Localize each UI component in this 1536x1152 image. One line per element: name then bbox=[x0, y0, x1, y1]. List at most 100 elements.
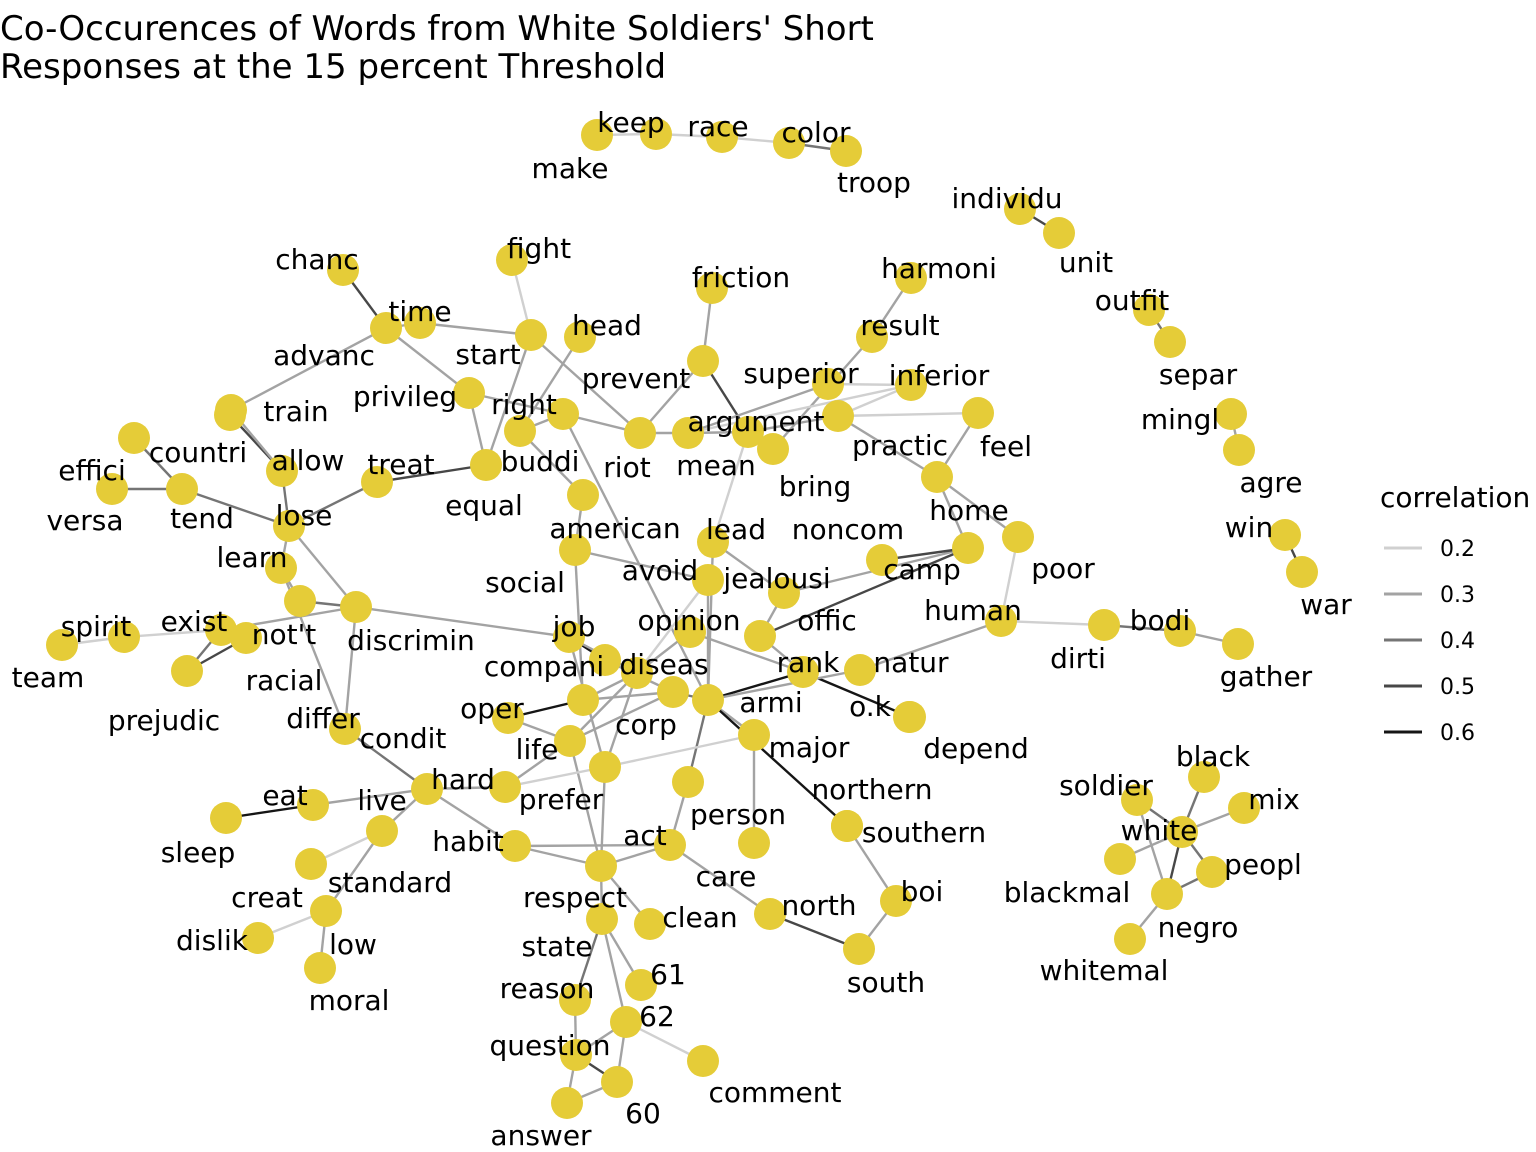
node-noncom bbox=[866, 544, 898, 576]
edge-state-62 bbox=[600, 918, 628, 1023]
edge-differ-discrimin bbox=[343, 606, 358, 730]
node-label-blackmal: blackmal bbox=[1004, 876, 1131, 909]
node-label-mean: mean bbox=[676, 449, 755, 482]
edge-superior-mean bbox=[687, 382, 829, 435]
edge-habit-act bbox=[514, 843, 671, 848]
node-american bbox=[567, 479, 599, 511]
legend-label-0.5: 0.5 bbox=[1440, 675, 1475, 700]
node-label-61: 61 bbox=[650, 958, 686, 991]
edge-armi-northern bbox=[707, 699, 848, 827]
edge-feel-practic bbox=[837, 411, 979, 418]
node-dislik bbox=[242, 922, 274, 954]
node-negro bbox=[1151, 878, 1183, 910]
node-label-offic: offic bbox=[797, 604, 857, 637]
node-label-effici: effici bbox=[58, 454, 125, 487]
node-effici bbox=[118, 422, 150, 454]
edge-armi-rank bbox=[707, 670, 804, 702]
node-treat bbox=[361, 466, 393, 498]
edge-human-dirti bbox=[1000, 619, 1105, 627]
node-label-discrimin: discrimin bbox=[347, 624, 475, 657]
node-label-unit: unit bbox=[1059, 246, 1113, 279]
node-poor bbox=[1002, 521, 1034, 553]
node-care bbox=[738, 827, 770, 859]
node-label-natur: natur bbox=[873, 646, 949, 679]
node-peopl bbox=[1196, 856, 1228, 888]
edge-live-habit bbox=[426, 787, 516, 848]
node-opinion bbox=[674, 616, 706, 648]
node-label-spirit: spirit bbox=[61, 610, 131, 643]
edge-avoid-compani bbox=[636, 579, 709, 674]
node-label-separ: separ bbox=[1159, 358, 1238, 391]
node-label-60: 60 bbox=[625, 1097, 661, 1130]
node-label-mix: mix bbox=[1248, 783, 1300, 816]
node-label-black: black bbox=[1176, 740, 1251, 773]
node-mix bbox=[1228, 792, 1260, 824]
edge-start-riot bbox=[530, 334, 641, 434]
node-label-habit: habit bbox=[432, 825, 503, 858]
node-label-negro: negro bbox=[1158, 911, 1239, 944]
node-label-agre: agre bbox=[1239, 466, 1302, 499]
node-tend bbox=[166, 473, 198, 505]
node-fight bbox=[496, 244, 528, 276]
node-label-avoid: avoid bbox=[622, 554, 698, 587]
node-corp bbox=[657, 676, 689, 708]
node-prevent bbox=[687, 345, 719, 377]
legend-label-0.6: 0.6 bbox=[1440, 721, 1475, 746]
edge-act-north bbox=[669, 844, 771, 915]
node-chanc bbox=[327, 254, 359, 286]
node-label-outfit: outfit bbox=[1095, 284, 1169, 317]
node-label-color: color bbox=[782, 116, 851, 149]
node-label-practic: practic bbox=[852, 429, 948, 462]
node-racial bbox=[230, 622, 262, 654]
edge-start-equal bbox=[484, 334, 533, 466]
node-label-prevent: prevent bbox=[582, 362, 690, 395]
legend-label-0.3: 0.3 bbox=[1440, 583, 1475, 608]
node-result bbox=[856, 321, 888, 353]
node-eat bbox=[297, 789, 329, 821]
node-natur bbox=[844, 654, 876, 686]
node-south bbox=[843, 933, 875, 965]
node-label-social: social bbox=[485, 566, 565, 599]
node-label-troop: troop bbox=[837, 166, 911, 199]
node-label-62: 62 bbox=[639, 1000, 675, 1033]
node-label-mingl: mingl bbox=[1141, 403, 1219, 436]
edge-tend-lose bbox=[181, 487, 290, 528]
node-label-low: low bbox=[329, 928, 377, 961]
node-label-oper: oper bbox=[460, 692, 524, 725]
node-label-question: question bbox=[490, 1029, 611, 1062]
node-label-white: white bbox=[1121, 814, 1198, 847]
node-61 bbox=[625, 969, 657, 1001]
edge-practic-home bbox=[837, 414, 938, 479]
edge-respect-prefer bbox=[599, 766, 607, 867]
node-label-superior: superior bbox=[743, 357, 859, 390]
node-label-answer: answer bbox=[490, 1119, 592, 1152]
node-not't bbox=[284, 585, 316, 617]
node-label-harmoni: harmoni bbox=[881, 252, 997, 285]
node-white bbox=[1166, 816, 1198, 848]
node-label-bring: bring bbox=[779, 470, 852, 503]
node-label-learn: learn bbox=[217, 541, 288, 574]
edge-advanc-train bbox=[230, 326, 387, 412]
node-major bbox=[738, 719, 770, 751]
node-label-team: team bbox=[12, 661, 85, 694]
node-jealousi bbox=[768, 577, 800, 609]
node-label-rank: rank bbox=[777, 646, 840, 679]
node-standard bbox=[366, 815, 398, 847]
node-habit bbox=[499, 830, 531, 862]
node-label-life: life bbox=[516, 733, 559, 766]
node-versa bbox=[96, 473, 128, 505]
node-label-boi: boi bbox=[901, 875, 944, 908]
node-label-differ: differ bbox=[286, 702, 360, 735]
node-label-sleep: sleep bbox=[161, 836, 236, 869]
node-learn bbox=[265, 552, 297, 584]
node-hard bbox=[489, 771, 521, 803]
node-label-feel: feel bbox=[980, 430, 1032, 463]
edge-argument-lead bbox=[711, 431, 750, 543]
node-label-respect: respect bbox=[523, 881, 627, 914]
node-dirti bbox=[1088, 609, 1120, 641]
node-comment bbox=[687, 1045, 719, 1077]
node-low bbox=[310, 895, 342, 927]
node-label-tend: tend bbox=[170, 502, 234, 535]
node-black bbox=[1188, 761, 1220, 793]
node-label-condit: condit bbox=[360, 722, 447, 755]
